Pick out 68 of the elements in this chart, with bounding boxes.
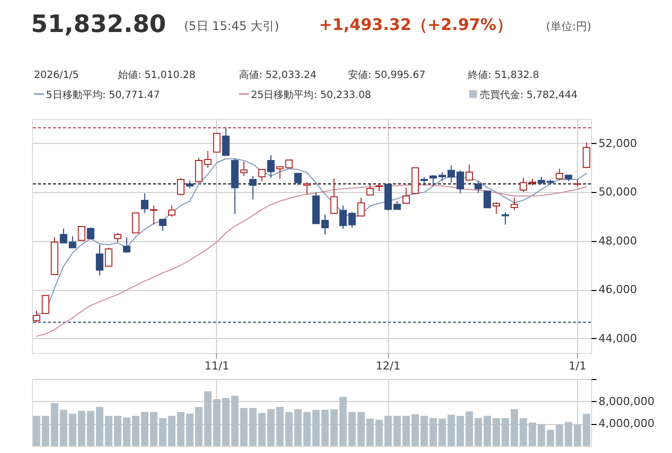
bar	[582, 414, 590, 446]
candlestick	[466, 164, 474, 181]
text: +1,493.32（+2.97%）	[319, 15, 512, 34]
candlestick	[122, 236, 130, 254]
text: (単位:円)	[546, 20, 592, 33]
candlestick	[510, 197, 518, 211]
candlestick	[104, 247, 112, 268]
candlestick	[582, 142, 590, 168]
candlestick	[303, 182, 311, 195]
text: 高値: 52,033.24	[239, 69, 316, 81]
candlestick	[402, 187, 410, 204]
candlestick	[132, 212, 140, 234]
bar	[32, 416, 40, 446]
y-tick-label: 52,000	[598, 136, 637, 150]
bar	[50, 403, 58, 446]
candlestick	[267, 154, 275, 178]
candlestick	[330, 178, 338, 214]
candlestick	[474, 180, 482, 194]
candlestick	[222, 127, 230, 156]
y-tick-label: 46,000	[598, 283, 637, 296]
bar	[42, 416, 50, 446]
bar	[574, 424, 582, 446]
candlestick	[213, 132, 221, 153]
bar	[294, 409, 302, 446]
x-tick-label: 11/1	[204, 360, 230, 372]
candlestick	[150, 205, 158, 226]
legend-label: 5日移動平均: 50,771.47	[46, 89, 160, 101]
candlestick	[78, 226, 86, 241]
text: 始値: 51,010.28	[118, 69, 196, 81]
candlestick	[502, 212, 510, 226]
candlestick	[492, 202, 500, 214]
candlestick	[240, 161, 248, 177]
bar	[285, 412, 293, 446]
bar	[321, 410, 329, 446]
candlestick	[484, 190, 492, 208]
candlestick	[556, 168, 564, 181]
candlestick	[177, 177, 185, 196]
candlestick	[258, 168, 266, 182]
bar	[330, 409, 338, 446]
text: 終値: 51,832.8	[467, 69, 540, 81]
candlestick	[158, 218, 166, 232]
y-tick-label: 4,000,000	[598, 417, 654, 430]
candlestick	[168, 205, 176, 218]
candlestick	[249, 176, 257, 200]
candlestick	[294, 172, 302, 186]
text: 安値: 50,995.67	[348, 69, 426, 81]
y-tick-label: 44,000	[598, 332, 637, 345]
x-tick-label: 12/1	[376, 360, 400, 372]
chart-title: 51,832.80	[31, 10, 166, 38]
x-tick-label: 1/1	[568, 360, 586, 372]
bar	[312, 410, 320, 446]
chart-subtitle: (5日 15:45 大引)	[184, 19, 280, 33]
y-tick-label: 48,000	[598, 234, 637, 248]
text: 2026/1/5	[34, 70, 79, 81]
legend-label: 25日移動平均: 50,233.08	[251, 89, 372, 101]
candlestick	[140, 192, 148, 214]
candlestick	[42, 294, 50, 314]
candlestick	[114, 232, 122, 243]
candlestick	[357, 197, 365, 217]
bar	[564, 422, 572, 446]
candlestick	[366, 184, 374, 196]
y-tick-label: 8,000,000	[598, 394, 654, 408]
y-tick-label: 50,000	[598, 186, 637, 199]
candlestick	[96, 244, 104, 276]
candlestick	[86, 226, 94, 240]
legend-label: 売買代金: 5,782,444	[480, 89, 578, 101]
bar	[303, 412, 311, 446]
candlestick	[32, 310, 40, 323]
